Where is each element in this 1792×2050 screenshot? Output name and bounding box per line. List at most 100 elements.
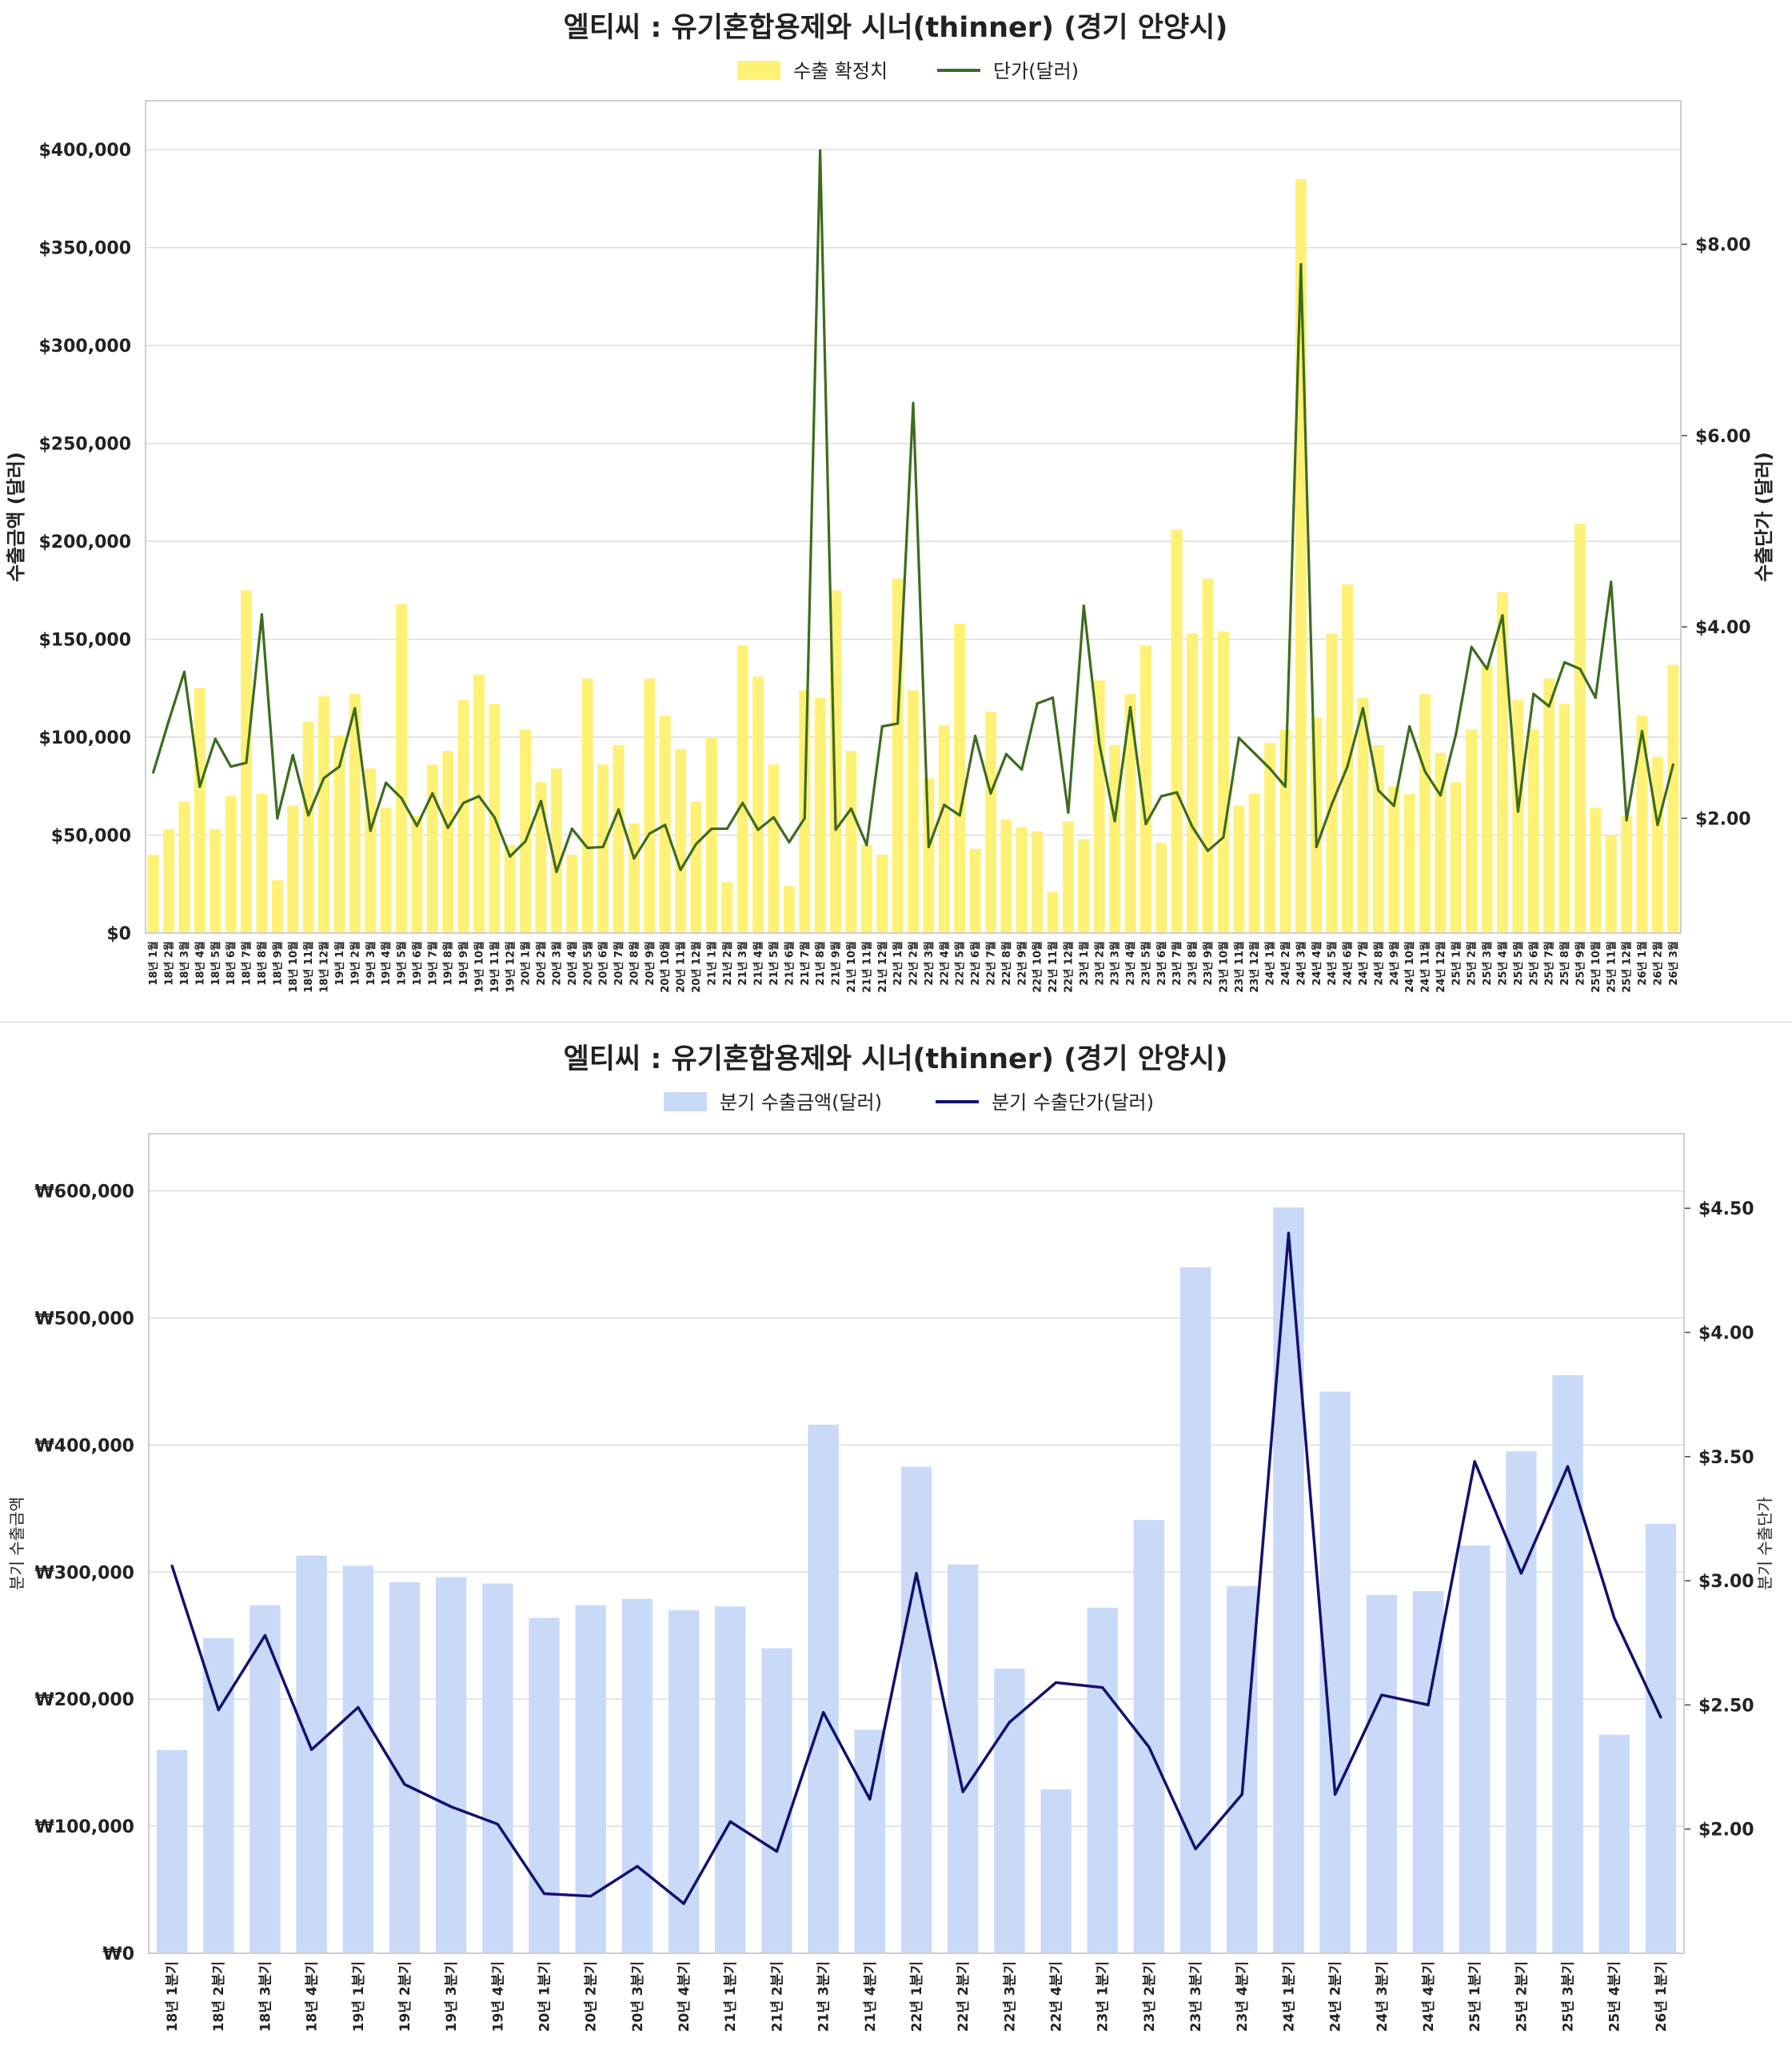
y-right-ticks: $2.00 $4.00 $6.00 $8.00 <box>1681 235 1751 829</box>
x-tick-label: 20년 2분기 <box>584 1961 600 2032</box>
x-tick-label: 22년 5월 <box>954 941 967 986</box>
bar <box>1342 584 1354 933</box>
line-point <box>775 1850 779 1853</box>
line-point <box>728 1820 732 1823</box>
x-tick-label: 18년 11월 <box>302 941 315 993</box>
bar <box>1217 631 1229 933</box>
line-point <box>555 870 558 874</box>
line-point <box>1610 580 1613 584</box>
x-tick-label: 24년 1월 <box>1264 941 1277 986</box>
x-tick-label: 24년 1분기 <box>1281 1961 1297 2032</box>
x-tick-label: 22년 1월 <box>892 941 904 986</box>
line-point <box>1566 1465 1570 1468</box>
bar <box>628 823 640 933</box>
x-tick-labels: 18년 1분기 18년 2분기 18년 3분기 18년 4분기 19년 1분기 19년 2… <box>165 1961 1670 2032</box>
chart-2: 엘티씨 : 유기혼합용제와 시너(thinner) (경기 안양시) 분기 수출금… <box>7 1043 1774 2032</box>
bar <box>1590 808 1602 933</box>
x-tick-label: 20년 12월 <box>690 941 703 993</box>
bar <box>225 796 237 933</box>
x-tick-label: 23년 5월 <box>1139 941 1152 986</box>
legend-line-label: 단가(달러) <box>993 60 1079 82</box>
x-tick-labels: 18년 1월 18년 2월 18년 3월 18년 4월 18년 5월 18년 6월 18년 … <box>147 941 1680 993</box>
line-point <box>756 828 760 832</box>
line-point <box>245 761 248 764</box>
bar <box>1598 1734 1630 1953</box>
bar <box>1062 821 1074 933</box>
line-point <box>542 1892 546 1896</box>
y-left-tick-label: $350,000 <box>38 239 131 259</box>
x-tick-label: 18년 9월 <box>271 941 284 986</box>
y-right-tick-label: $8.00 <box>1695 235 1751 255</box>
x-tick-label: 26년 1분기 <box>1654 1961 1670 2032</box>
line-point <box>1547 704 1551 708</box>
line-point <box>1253 752 1256 755</box>
y-left-tick-label: $50,000 <box>51 827 131 847</box>
line-point <box>1082 604 1085 608</box>
line-point <box>1036 702 1039 705</box>
line-point <box>1067 811 1070 814</box>
line-points <box>152 149 1674 874</box>
line-point <box>403 1783 406 1786</box>
x-tick-label: 25년 4월 <box>1497 941 1510 986</box>
x-tick-label: 19년 4분기 <box>490 1961 506 2032</box>
x-tick-label: 18년 1월 <box>147 941 160 986</box>
x-tick-label: 25년 3월 <box>1481 941 1494 986</box>
bar <box>1496 592 1508 933</box>
line-point <box>152 771 155 774</box>
x-tick-label: 22년 8월 <box>1000 941 1013 986</box>
x-tick-label: 20년 3분기 <box>630 1961 646 2032</box>
bar <box>1139 644 1151 933</box>
bar-series <box>147 178 1679 934</box>
y-left-tick-label: ₩400,000 <box>35 1436 134 1456</box>
bar <box>1388 786 1400 933</box>
line-point <box>1659 1716 1662 1719</box>
y-left-tick-label: $300,000 <box>38 337 131 357</box>
bar <box>1124 694 1136 933</box>
x-tick-label: 23년 2분기 <box>1142 1961 1158 2032</box>
line-point <box>276 816 279 820</box>
bar <box>1087 1607 1118 1953</box>
bar <box>1264 743 1276 933</box>
bar <box>721 882 733 933</box>
x-tick-label: 21년 7월 <box>799 941 812 986</box>
line-point <box>1054 1681 1058 1685</box>
line-point <box>263 1633 267 1637</box>
y-right-tick-label: $4.50 <box>1698 1199 1754 1219</box>
line-point <box>229 765 233 768</box>
x-tick-label: 26년 3월 <box>1667 941 1680 986</box>
line-point <box>1392 804 1395 808</box>
bar <box>761 1648 792 1953</box>
x-tick-label: 19년 11월 <box>489 941 501 993</box>
line-point <box>1175 791 1179 794</box>
plot-frame <box>148 1133 1685 1954</box>
x-tick-label: 23년 9월 <box>1202 941 1215 986</box>
bar <box>845 751 857 933</box>
bar <box>876 855 888 933</box>
y-left-ticks: ₩0 ₩100,000 ₩200,000 ₩300,000 ₩400,000 ₩500,0… <box>35 1183 134 1964</box>
bar <box>923 778 935 933</box>
y-left-tick-label: $0 <box>106 924 131 944</box>
bar <box>783 886 795 933</box>
bar <box>1000 819 1012 933</box>
x-tick-label: 23년 11월 <box>1233 941 1246 993</box>
x-tick-label: 20년 1분기 <box>537 1961 553 2032</box>
bar <box>1357 698 1369 933</box>
bar <box>1435 752 1447 933</box>
line-point <box>1613 1617 1616 1620</box>
bar <box>969 848 981 933</box>
line-point <box>167 719 170 722</box>
line-point <box>1377 789 1380 792</box>
line-point <box>912 401 915 405</box>
bar <box>1636 716 1648 933</box>
bar <box>1481 664 1493 933</box>
x-tick-label: 25년 8월 <box>1559 941 1571 986</box>
bar <box>535 782 547 933</box>
line-point <box>307 814 310 817</box>
line-point <box>1473 1460 1476 1463</box>
line-point <box>927 845 930 848</box>
line-point <box>636 1865 639 1868</box>
bar <box>1450 782 1462 933</box>
x-tick-label: 25년 9월 <box>1574 941 1586 986</box>
line-point <box>509 855 512 858</box>
x-tick-label: 25년 1분기 <box>1467 1961 1483 2032</box>
